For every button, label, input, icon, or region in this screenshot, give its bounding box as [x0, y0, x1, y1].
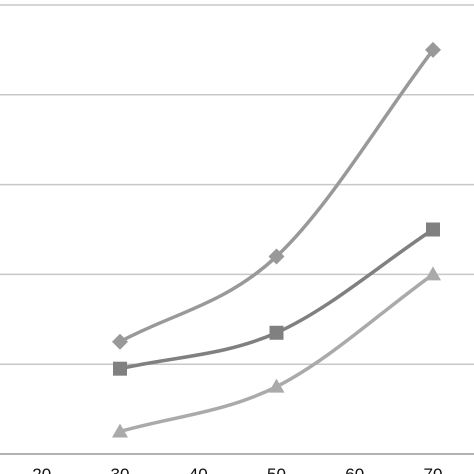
diamond-marker — [268, 248, 285, 265]
gridlines — [0, 4, 474, 455]
triangle-marker — [112, 423, 128, 438]
square-marker — [426, 222, 440, 237]
x-tick-label: 20 — [32, 465, 51, 474]
series-lines — [118, 48, 435, 434]
x-tick-label: 50 — [267, 465, 286, 474]
series-line-3 — [118, 272, 435, 434]
triangle-marker — [268, 378, 285, 393]
square-marker — [113, 361, 127, 376]
x-tick-label: 70 — [424, 465, 443, 474]
square-marker — [269, 325, 284, 340]
x-tick-label: 30 — [111, 465, 130, 474]
triangle-marker — [425, 266, 441, 281]
series-line-1 — [118, 48, 435, 344]
x-tick-label: 60 — [345, 465, 364, 474]
diamond-marker — [425, 41, 441, 58]
x-tick-label: 40 — [189, 465, 208, 474]
diamond-marker — [112, 333, 128, 350]
x-axis-ticks: 20 30 40 50 60 70 — [32, 465, 442, 474]
data-markers — [112, 41, 441, 438]
